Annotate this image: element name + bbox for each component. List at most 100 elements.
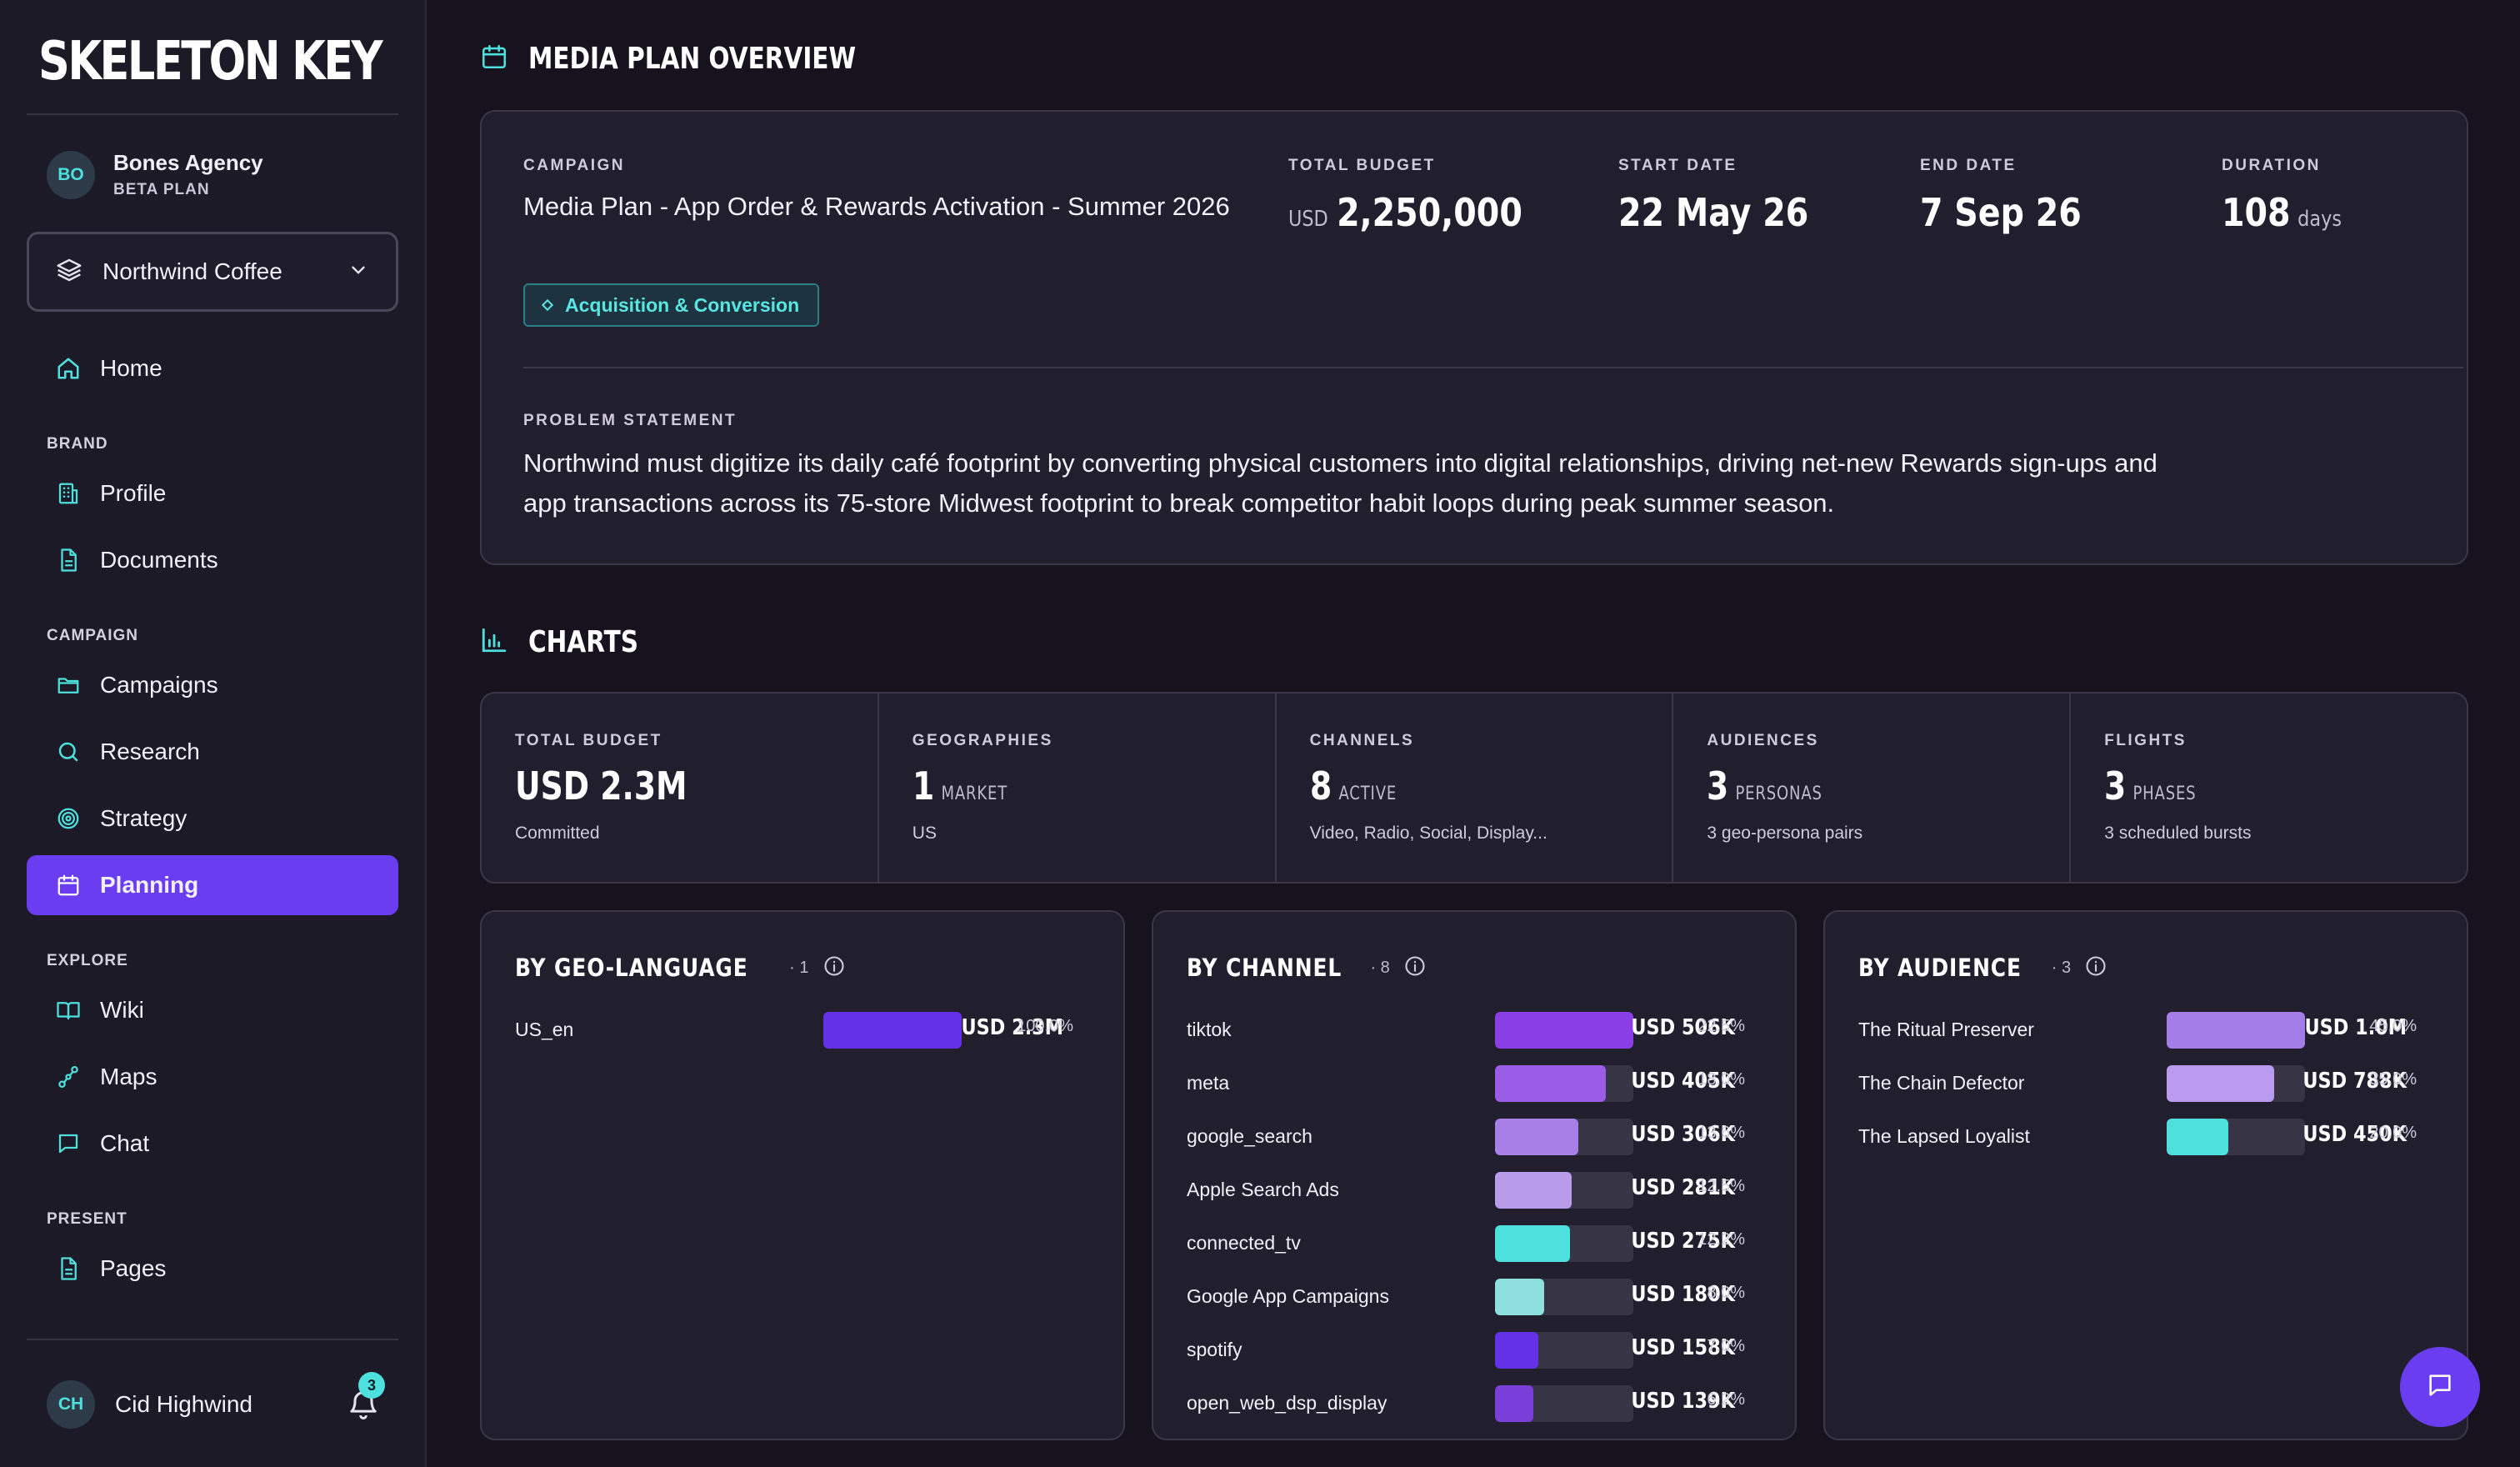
sidebar-item-chat[interactable]: Chat [27,1114,398,1174]
bar-fill [1495,1385,1533,1422]
book-icon [55,997,82,1024]
sidebar-item-research[interactable]: Research [27,722,398,782]
duration-unit: days [2298,207,2342,232]
sidebar-divider [27,1339,398,1340]
bar-percent-label: 18.0% [1698,1070,1745,1089]
page-icon [55,1255,82,1282]
sidebar-item-maps[interactable]: Maps [27,1047,398,1107]
sidebar-item-planning[interactable]: Planning [27,855,398,915]
chat-icon [2426,1371,2454,1404]
chevron-down-icon [348,259,369,285]
nav-section-present: PRESENT [47,1210,128,1228]
notification-badge: 3 [358,1372,385,1399]
start-date-label: START DATE [1618,157,1738,174]
bar-value-label: USD 1.0M [2304,1015,2407,1040]
brand-selector-value: Northwind Coffee [102,258,282,284]
bar-track [1495,1172,1633,1209]
objective-tag[interactable]: Acquisition & Conversion [523,283,820,327]
org-switcher[interactable]: BO Bones Agency BETA PLAN [47,150,263,199]
kpi-strip: TOTAL BUDGET USD 2.3M Committed GEOGRAPH… [480,692,2468,884]
bar-value-label: USD 306K [1631,1122,1735,1147]
campaign-name: Media Plan - App Order & Rewards Activat… [523,192,1230,221]
campaign-label: CAMPAIGN [523,157,626,174]
sidebar-item-strategy[interactable]: Strategy [27,789,398,849]
bar-track [1495,1012,1633,1049]
sidebar-item-pages[interactable]: Pages [27,1239,398,1299]
bar-fill [2167,1012,2305,1049]
bar-row: The Ritual Preserver USD 1.0M 45.0% [1858,1012,2442,1049]
sidebar-item-label: Pages [100,1255,167,1281]
kpi-label: CHANNELS [1309,732,1415,749]
bar-row: The Lapsed Loyalist USD 450K 20.0% [1858,1119,2442,1155]
chart-title: BY AUDIENCE [1858,954,2022,982]
chat-fab-button[interactable] [2400,1347,2480,1427]
end-date-label: END DATE [1920,157,2017,174]
objective-tag-label: Acquisition & Conversion [565,293,800,316]
bar-track [1495,1065,1633,1102]
target-icon [55,805,82,832]
problem-statement-text: Northwind must digitize its daily café f… [523,448,2158,518]
bar-value-label: USD 275K [1631,1229,1735,1254]
bar-value-label: USD 2.3M [961,1015,1063,1040]
route-icon [55,1064,82,1090]
kpi-sub: Video, Radio, Social, Display... [1309,824,1548,843]
bar-track [823,1012,962,1049]
diamond-icon [541,298,554,312]
bar-track [2167,1065,2305,1102]
bar-value-label: USD 180K [1631,1282,1735,1307]
document-icon [55,547,82,573]
bar-track [1495,1279,1633,1315]
total-budget-value: USD 2,250,000 [1288,190,1522,235]
info-icon[interactable] [822,954,846,982]
kpi-label: TOTAL BUDGET [515,732,662,749]
bar-row: connected_tv USD 275K 12.2% [1187,1225,1770,1262]
sidebar-item-documents[interactable]: Documents [27,530,398,590]
user-menu[interactable]: CH Cid Highwind [47,1380,252,1429]
bar-row: tiktok USD 506K 22.5% [1187,1012,1770,1049]
info-icon[interactable] [2084,954,2108,982]
duration-label: DURATION [2222,157,2321,174]
kpi-label: FLIGHTS [2104,732,2187,749]
bar-category-label: connected_tv [1187,1232,1301,1254]
sidebar-item-home[interactable]: Home [27,338,398,398]
sidebar-item-campaigns[interactable]: Campaigns [27,655,398,715]
sidebar-item-wiki[interactable]: Wiki [27,980,398,1040]
bar-fill [1495,1332,1538,1369]
bar-fill [1495,1225,1570,1262]
bar-fill [1495,1172,1572,1209]
bar-track [2167,1119,2305,1155]
bar-row: meta USD 405K 18.0% [1187,1065,1770,1102]
sidebar-item-label: Home [100,355,162,381]
bar-percent-label: 35.0% [2369,1070,2417,1089]
kpi-label: GEOGRAPHIES [912,732,1053,749]
brand-selector[interactable]: Northwind Coffee [27,232,398,312]
bar-track [1495,1225,1633,1262]
problem-statement-label: PROBLEM STATEMENT [523,412,738,429]
kpi-sub: 3 scheduled bursts [2104,824,2252,843]
calendar-icon [55,872,82,899]
bar-category-label: meta [1187,1072,1230,1094]
org-plan: BETA PLAN [113,181,210,198]
bar-track [1495,1119,1633,1155]
bar-percent-label: 22.5% [1698,1017,1745,1035]
sidebar-item-profile[interactable]: Profile [27,463,398,523]
bar-percent-label: 100.0% [1017,1017,1073,1035]
nav-section-campaign: CAMPAIGN [47,627,139,644]
sidebar-item-label: Wiki [100,997,144,1023]
chart-by-geo-language: BY GEO-LANGUAGE · 1 US_en USD 2.3M 100.0% [480,910,1125,1440]
sidebar-item-label: Maps [100,1064,158,1089]
bar-row: US_en USD 2.3M 100.0% [515,1012,1098,1049]
chart-title: BY GEO-LANGUAGE [515,954,748,982]
user-name: Cid Highwind [115,1391,252,1417]
kpi-value: 3 PERSONAS [1707,764,1823,809]
bar-percent-label: 8.0% [1707,1284,1745,1302]
bar-percent-label: 13.6% [1698,1124,1745,1142]
bar-percent-label: 12.5% [1698,1177,1745,1195]
overview-card: CAMPAIGN Media Plan - App Order & Reward… [480,110,2468,565]
building-icon [55,480,82,507]
bar-percent-label: 6.2% [1707,1390,1745,1409]
app-logo[interactable]: SKELETON KEY [38,31,383,93]
bar-fill [2167,1119,2228,1155]
info-icon[interactable] [1403,954,1427,982]
kpi-sub: 3 geo-persona pairs [1707,824,1863,843]
